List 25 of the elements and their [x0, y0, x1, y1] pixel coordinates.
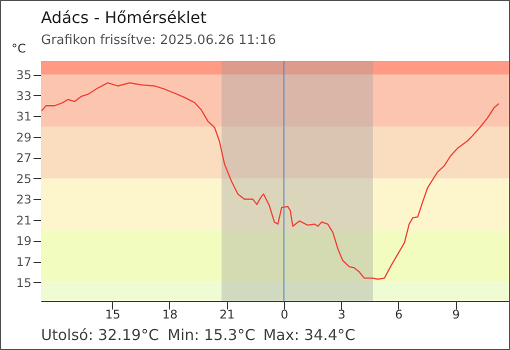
- y-tick-label: 29: [16, 130, 32, 144]
- x-tick-label: 0: [280, 308, 288, 322]
- y-tick-label: 27: [16, 151, 32, 166]
- y-tick-label: 17: [16, 255, 32, 270]
- y-tick-label: 23: [16, 192, 32, 207]
- y-axis-title: °C: [12, 42, 26, 56]
- y-tick-label: 33: [16, 88, 32, 103]
- y-tick-label: 19: [16, 234, 32, 248]
- y-tick-label: 25: [16, 172, 32, 186]
- x-tick-label: 9: [452, 308, 460, 322]
- x-tick-label: 6: [395, 308, 403, 322]
- line-series: [41, 82, 500, 280]
- text: Min: 15.3°C: [168, 326, 256, 344]
- chart-subtitle: Grafikon frissítve: 2025.06.26 11:16: [41, 33, 276, 48]
- y-tick-label: 31: [16, 110, 32, 124]
- text: Utolsó: 32.19°C: [41, 326, 159, 344]
- text: Max: 34.4°C: [263, 326, 356, 344]
- y-tick-label: 35: [16, 68, 32, 82]
- x-tick-label: 21: [220, 308, 235, 322]
- chart-title: Adács - Hőmérséklet: [41, 8, 207, 27]
- y-tick-label: 15: [16, 276, 32, 290]
- y-tick-label: 21: [16, 213, 32, 228]
- x-tick-label: 18: [162, 308, 178, 322]
- x-tick-label: 15: [105, 308, 120, 322]
- x-tick-label: 3: [338, 308, 346, 322]
